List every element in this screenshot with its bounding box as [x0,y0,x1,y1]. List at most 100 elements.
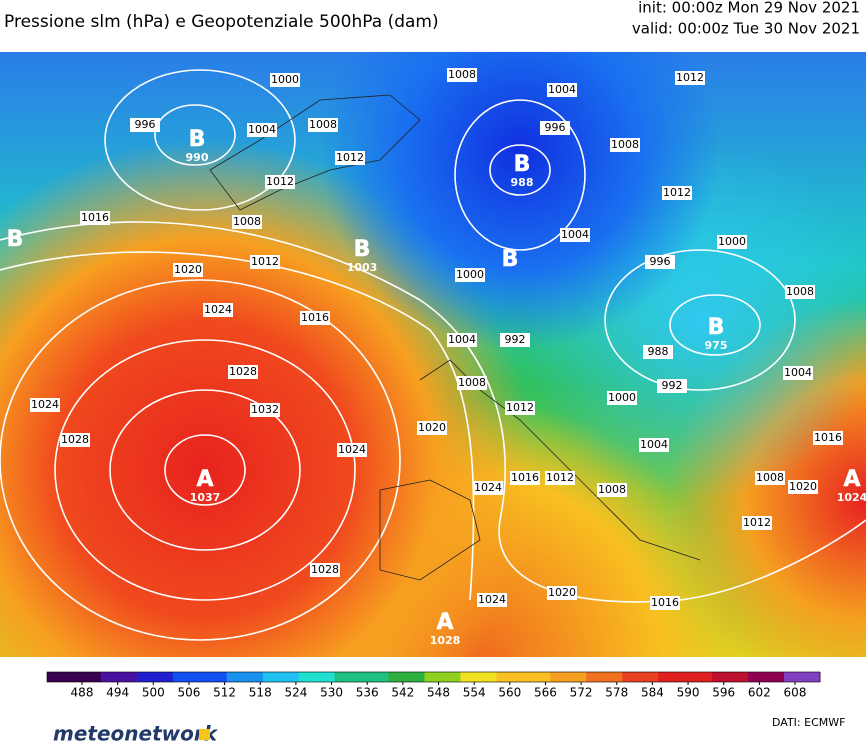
colorbar-segment [640,672,659,682]
isobar-label: 1028 [61,433,89,446]
isobar-label: 1012 [266,175,294,188]
isobar-label-bg [505,401,535,415]
isobar-label-bg [455,268,485,282]
colorbar-segment [694,672,713,682]
isobar-label-bg [547,586,577,600]
isobar-label-bg [265,175,295,189]
colorbar-segment [424,672,443,682]
colorbar-segment [514,672,533,682]
colorbar-segment [226,672,246,682]
isobar-label-bg [755,471,785,485]
colorbar-tick-label: 584 [641,686,664,700]
isobar-label: 1004 [448,333,476,346]
colorbar-segment [622,672,641,682]
isobar-label: 1012 [336,151,364,164]
colorbar-tick-label: 494 [106,686,129,700]
colorbar-segment [334,672,354,682]
isobar-label-bg [250,255,280,269]
isobar-label-bg [788,480,818,494]
pressure-center-letter: B [354,237,371,262]
isobar-label-bg [547,83,577,97]
colorbar-tick-label: 536 [356,686,379,700]
colorbar-segment [388,672,408,682]
isobar-label-bg [130,118,160,132]
colorbar-segment [478,672,497,682]
isobar-label-bg [610,138,640,152]
pressure-center-value: 1024 [837,491,866,504]
colorbar-segment [460,672,479,682]
isobar-label-bg [30,398,60,412]
isobar-label: 1024 [478,593,506,606]
isobar-label-bg [785,285,815,299]
colorbar-tick-label: 590 [677,686,700,700]
colorbar: 488 494 500 506 512 518 524 530 536 542 548 554 560 5… [46,671,821,700]
isobar-label: 1004 [784,366,812,379]
isobar-label: 1016 [81,211,109,224]
isobar-label: 1000 [608,391,636,404]
isobar-label-bg [457,376,487,390]
colorbar-segment [442,672,461,682]
colorbar-segment [244,672,264,682]
map [0,52,866,657]
isobar-label: 1008 [309,118,337,131]
isobar-label-bg [270,73,300,87]
pressure-center-value: 1028 [430,634,461,647]
isobar-label: 992 [662,379,683,392]
colorbar-segment [406,672,426,682]
colorbar-segment [730,672,749,682]
isobar-label-bg [639,438,669,452]
isobar-label: 996 [135,118,156,131]
isobar-label: 1008 [233,215,261,228]
isobar-label: 1012 [546,471,574,484]
isobar-label: 996 [650,255,671,268]
isobar-label: 1012 [251,255,279,268]
colorbar-segment [604,672,623,682]
colorbar-segment [118,672,138,682]
pressure-center-letter: B [708,315,725,340]
logo-square [199,729,210,740]
isobar-label: 1008 [448,68,476,81]
isobar-label-bg [657,379,687,393]
isobar-label-bg [510,471,540,485]
isobar-label: 1024 [338,443,366,456]
pressure-center-value: 988 [511,176,534,189]
colorbar-tick-label: 524 [284,686,307,700]
isobar-label: 1028 [311,563,339,576]
isobar-label-bg [300,311,330,325]
colorbar-tick-label: 578 [605,686,628,700]
colorbar-segment [712,672,731,682]
isobar-label: 1012 [676,71,704,84]
colorbar-tick-label: 542 [391,686,414,700]
pressure-center-letter: A [843,467,860,492]
colorbar-tick-label: 500 [142,686,165,700]
colorbar-segment [100,672,120,682]
colorbar-segment [496,672,515,682]
isobar-label: 1004 [640,438,668,451]
colorbar-segment [262,672,282,682]
colorbar-segment [352,672,372,682]
isobar-label: 1000 [456,268,484,281]
isobar-label: 996 [545,121,566,134]
isobar-label-bg [607,391,637,405]
isobar-label: 1020 [548,586,576,599]
pressure-center-value: 975 [705,339,728,352]
colorbar-segment [532,672,551,682]
colorbar-segment [154,672,174,682]
isobar-label-bg [813,431,843,445]
isobar-label: 1024 [204,303,232,316]
isobar-label-bg [310,563,340,577]
isobar-label: 1004 [561,228,589,241]
isobar-label: 1012 [506,401,534,414]
isobar-label: 1004 [548,83,576,96]
pressure-center-letter: A [436,610,453,635]
isobar-label-bg [335,151,365,165]
colorbar-segment [370,672,390,682]
colorbar-segment [766,672,785,682]
isobar-label: 1012 [663,186,691,199]
isobar-label: 988 [648,345,669,358]
isobar-label-bg [250,403,280,417]
isobar-label: 1012 [743,516,771,529]
pressure-center-letter: B [7,227,24,252]
isobar-label: 1008 [598,483,626,496]
colorbar-segment [748,672,767,682]
